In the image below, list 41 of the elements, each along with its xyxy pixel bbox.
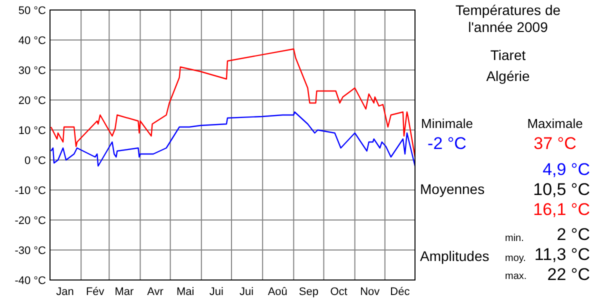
y-tick-label: 10 °C <box>18 125 46 137</box>
text: Moyennes <box>420 181 485 197</box>
text: 4,9 °C <box>542 160 590 179</box>
x-tick-label: Sep <box>298 286 318 298</box>
y-tick-label: 50 °C <box>18 5 46 17</box>
text: Températures de l'année 2009 <box>455 2 561 35</box>
text: 2 °C <box>556 225 590 244</box>
text: Minimale <box>420 116 474 131</box>
x-tick-label: Mar <box>114 286 134 298</box>
text: -2 °C <box>428 134 466 153</box>
text: 22 °C <box>547 265 590 284</box>
text: 37 °C <box>534 134 576 153</box>
y-tick-label: 30 °C <box>18 65 46 77</box>
y-tick-label: 40 °C <box>18 35 46 47</box>
y-tick-label: 20 °C <box>18 95 46 107</box>
text: max. <box>505 271 527 282</box>
x-tick-label: Déc <box>390 286 410 298</box>
text: Amplitudes <box>420 248 490 264</box>
text: 10,5 °C <box>533 180 590 199</box>
x-tick-label: Fév <box>86 286 105 298</box>
x-tick-label: Jui <box>240 286 254 298</box>
x-tick-label: Avr <box>147 286 164 298</box>
x-tick-label: Nov <box>360 286 380 298</box>
text: Maximale <box>527 116 583 131</box>
y-tick-label: -40 °C <box>14 275 46 287</box>
x-tick-label: Jan <box>56 286 74 298</box>
y-tick-label: -20 °C <box>14 215 46 227</box>
y-tick-label: -30 °C <box>14 245 46 257</box>
line-series <box>50 111 416 167</box>
y-tick-label: 0 °C <box>24 155 46 167</box>
x-tick-label: Jui <box>209 286 224 298</box>
text: moy. <box>505 253 526 264</box>
y-tick-label: -10 °C <box>14 185 46 197</box>
text: 11,3 °C <box>534 245 590 264</box>
text: 16,1 °C <box>533 200 590 219</box>
x-tick-label: Aoû <box>268 286 288 298</box>
text: Tiaret Algérie <box>486 47 530 84</box>
text: min. <box>505 233 524 244</box>
line-series <box>50 48 416 158</box>
x-tick-label: Mai <box>176 286 194 298</box>
x-tick-label: Oct <box>330 286 348 298</box>
